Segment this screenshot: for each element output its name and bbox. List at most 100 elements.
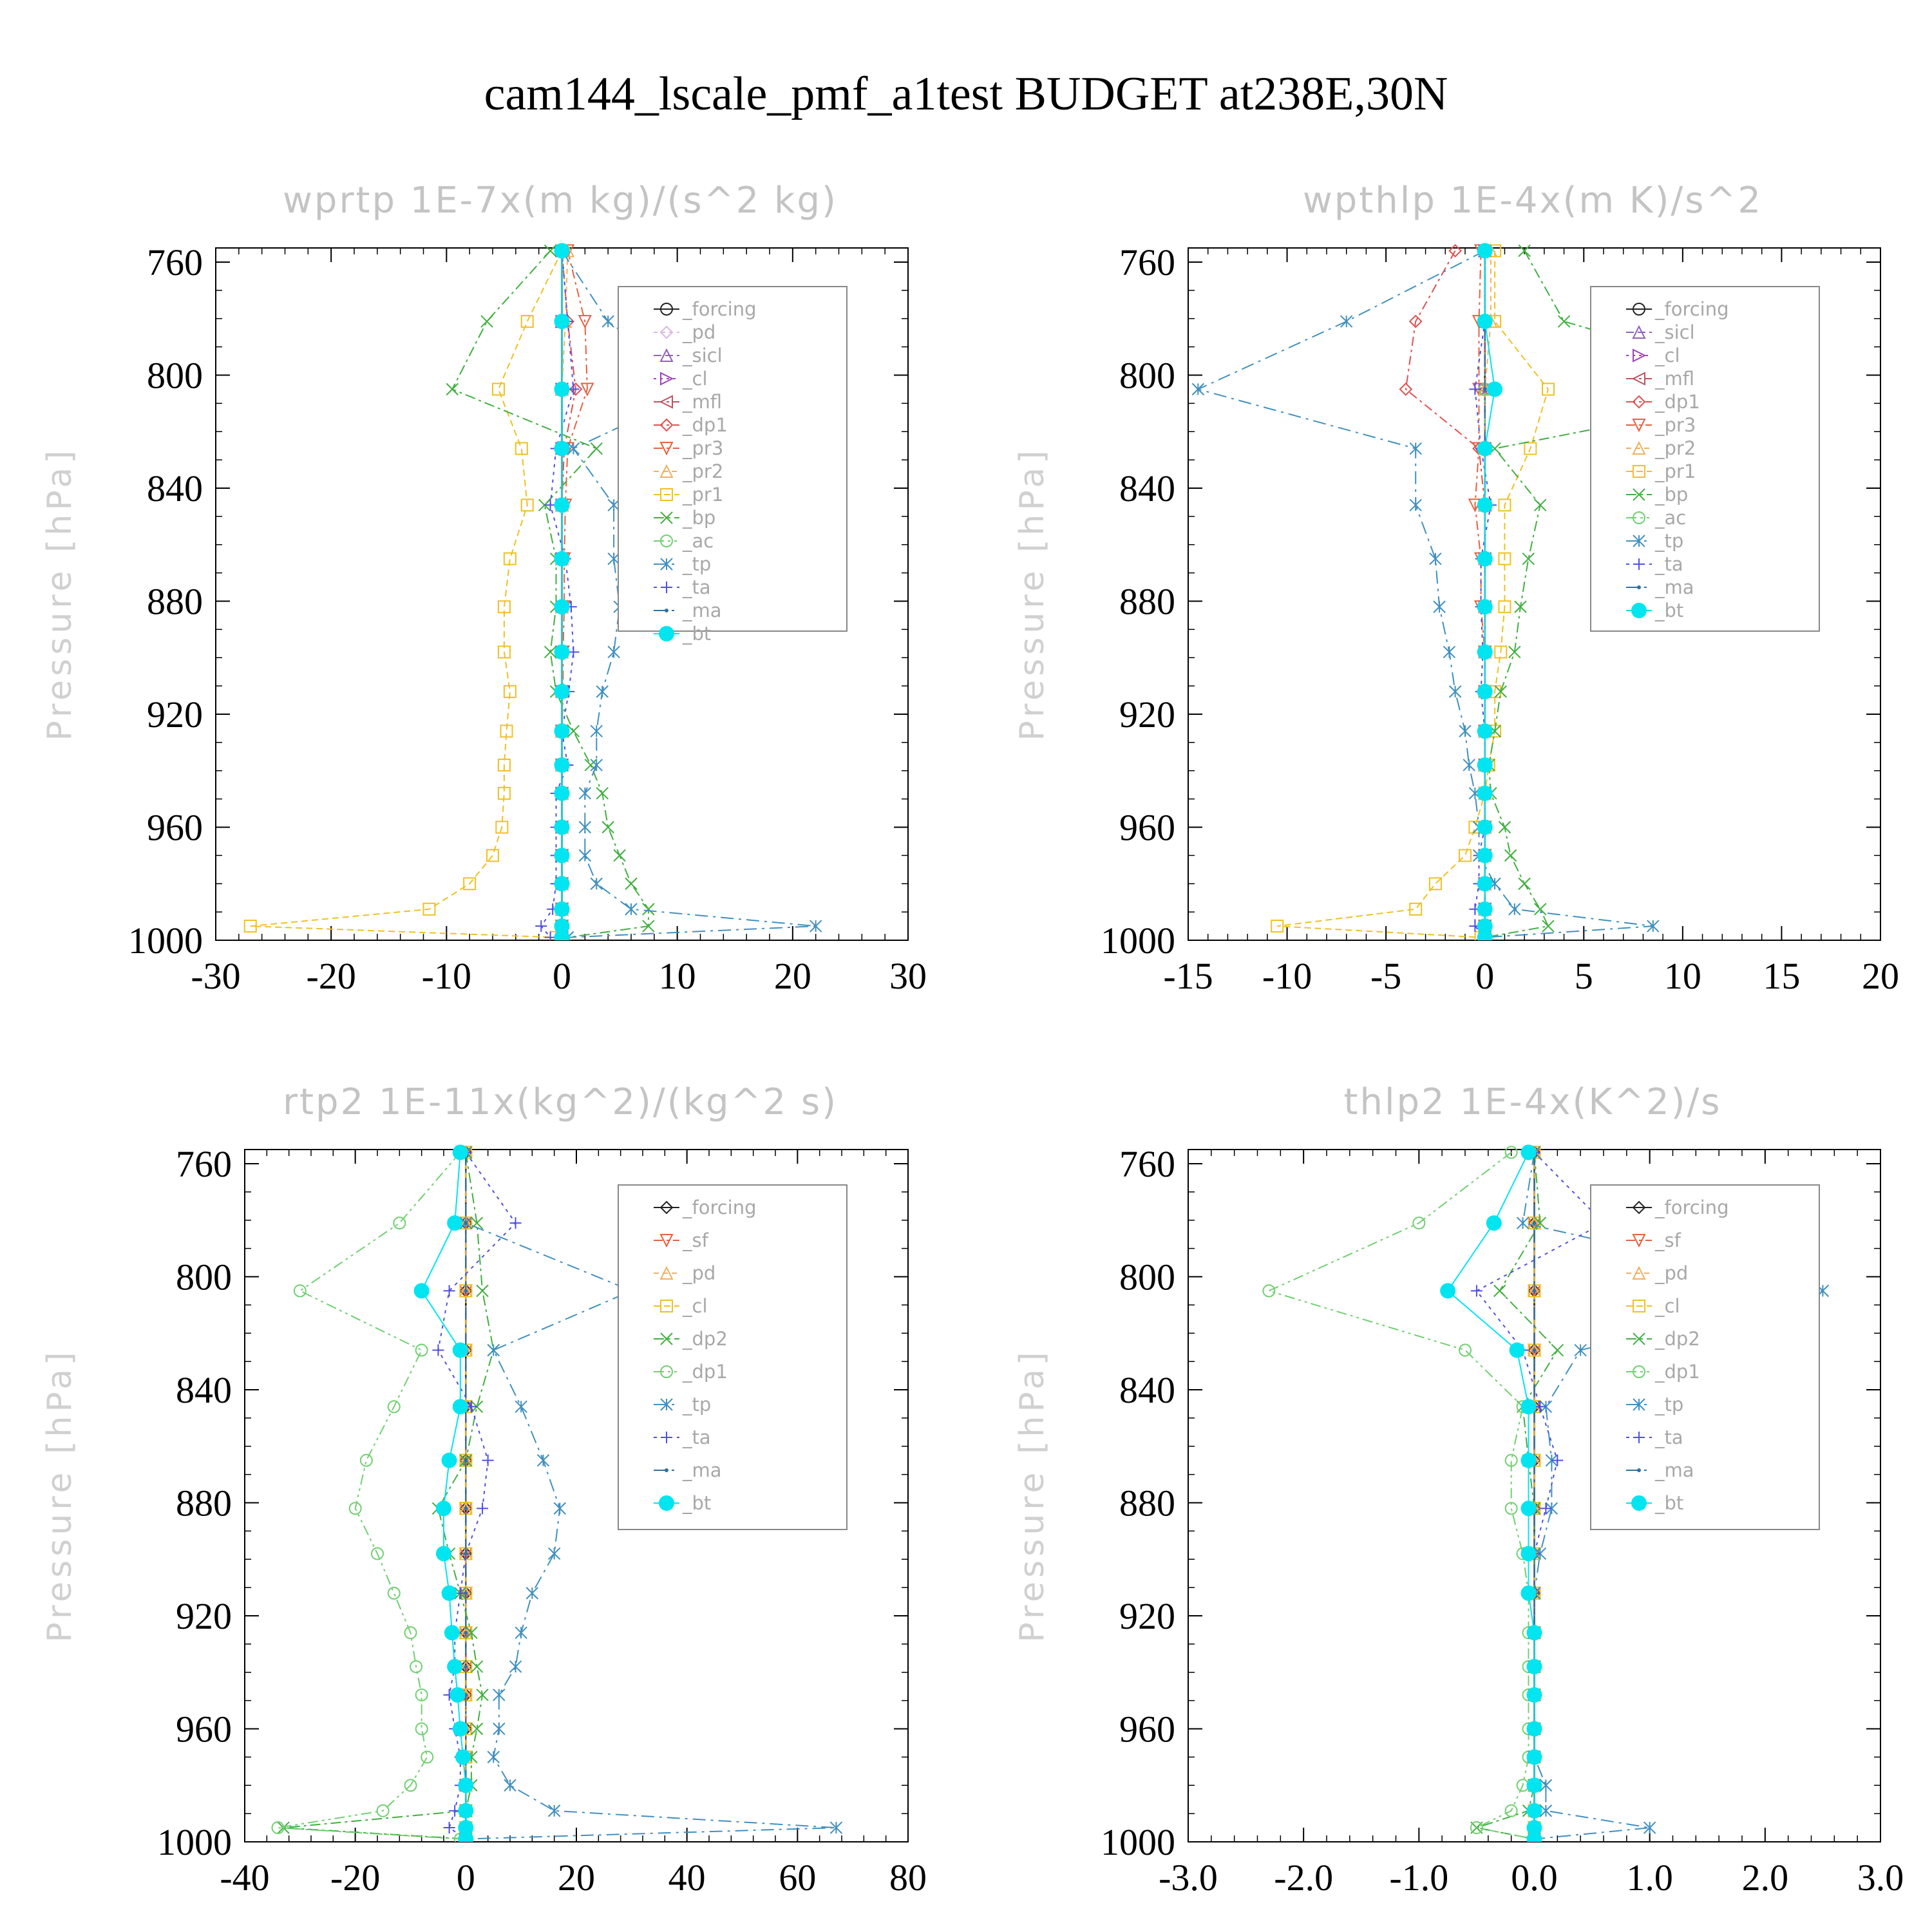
- y-tick-label: 960: [1119, 806, 1175, 848]
- series-pr1: [243, 244, 569, 940]
- data-point: [452, 1342, 468, 1358]
- plot-frame: [1188, 247, 1881, 941]
- x-tick-label: 60: [779, 1857, 816, 1899]
- legend-marker: [1633, 465, 1645, 478]
- series-line: [283, 1152, 495, 1840]
- data-point: [415, 1722, 428, 1736]
- data-point: [1487, 381, 1503, 397]
- data-point: [509, 1217, 522, 1229]
- data-point: [387, 1586, 401, 1600]
- legend-label: _ma: [1654, 576, 1694, 598]
- legend-marker: [659, 442, 674, 456]
- x-tick-label: 20: [1862, 955, 1899, 997]
- data-point: [1520, 1452, 1537, 1468]
- series-dp1: [555, 243, 583, 940]
- data-point: [1477, 683, 1493, 699]
- data-point: [554, 757, 570, 773]
- series-bt: [554, 243, 570, 940]
- data-point: [1477, 876, 1493, 892]
- data-point: [1477, 497, 1493, 513]
- data-point: [1469, 383, 1481, 395]
- legend-label: _pd: [1654, 1262, 1688, 1284]
- data-point: [554, 644, 570, 660]
- y-tick-label: 840: [1119, 1369, 1175, 1411]
- legend-label: _tp: [682, 553, 711, 575]
- legend-label: _bt: [1654, 600, 1683, 621]
- data-point: [1508, 903, 1521, 916]
- series-group: [1262, 1144, 1830, 1842]
- y-tick-label: 920: [1119, 1595, 1175, 1637]
- data-point: [554, 929, 570, 940]
- data-point: [1493, 1284, 1506, 1298]
- data-point: [1534, 498, 1547, 511]
- panel-title: wprtp 1E-7x(m kg)/(s^2 kg): [283, 180, 838, 222]
- legend-label: _pd: [682, 1262, 715, 1284]
- data-point: [554, 440, 570, 457]
- data-point: [432, 1344, 444, 1356]
- data-point: [1539, 1804, 1553, 1817]
- legend-label: _forcing: [682, 1197, 757, 1218]
- data-point: [495, 820, 509, 834]
- legend-label: _pr2: [682, 460, 723, 482]
- data-point: [452, 1399, 468, 1415]
- data-point: [1477, 819, 1493, 835]
- data-point: [452, 1721, 468, 1737]
- data-point: [497, 786, 511, 800]
- data-point: [1533, 1217, 1547, 1229]
- x-tick-label: 0: [1475, 955, 1494, 997]
- series-line: [1473, 1152, 1558, 1840]
- legend-marker: [660, 535, 673, 547]
- data-point: [443, 1822, 455, 1834]
- series-line: [1267, 1151, 1535, 1840]
- legend-label: _ma: [682, 1459, 722, 1481]
- data-point: [1522, 552, 1535, 565]
- data-point: [1459, 724, 1472, 738]
- data-point: [1459, 1343, 1472, 1357]
- data-point: [1428, 877, 1442, 891]
- data-point: [464, 1551, 468, 1556]
- data-point: [422, 902, 436, 916]
- data-point: [436, 1501, 451, 1517]
- data-point: [1477, 599, 1493, 615]
- series-line: [1475, 1151, 1605, 1839]
- chart-panel-2: wpthlp 1E-4x(m K)/s^2 Pressure [hPa] -15 -1…: [1013, 180, 1899, 997]
- legend-marker: [1633, 1300, 1645, 1312]
- data-point: [480, 315, 493, 328]
- series-dp1: [271, 1146, 467, 1842]
- data-point: [554, 723, 570, 739]
- data-point: [1477, 644, 1493, 660]
- legend-label: _bt: [682, 623, 711, 645]
- data-point: [1482, 387, 1487, 392]
- series-group: [271, 1144, 843, 1842]
- data-point: [601, 820, 614, 834]
- legend-label: _forcing: [1654, 1197, 1729, 1218]
- legend-marker: [1632, 419, 1646, 433]
- y-tick-label: 760: [1119, 242, 1175, 283]
- data-point: [1532, 1221, 1537, 1226]
- legend-label: _tp: [1654, 530, 1683, 552]
- data-point: [243, 920, 257, 933]
- y-axis-label: Pressure [hPa]: [41, 1349, 79, 1643]
- data-point: [464, 1664, 468, 1669]
- data-point: [359, 1454, 373, 1467]
- legend-marker: [659, 1200, 674, 1215]
- y-tick-label: 800: [1119, 354, 1175, 396]
- data-point: [1540, 1502, 1552, 1515]
- data-point: [1526, 1721, 1542, 1737]
- data-point: [487, 1750, 500, 1764]
- data-point: [578, 820, 592, 834]
- data-point: [625, 877, 638, 890]
- data-point: [464, 1458, 468, 1463]
- data-point: [1408, 314, 1423, 328]
- series-ta: [1469, 245, 1497, 940]
- data-point: [520, 498, 534, 512]
- data-point: [503, 552, 516, 565]
- x-tick-label: 10: [659, 955, 696, 997]
- data-point: [1514, 600, 1527, 613]
- data-point: [1504, 1146, 1518, 1159]
- legend-marker: [665, 1468, 668, 1472]
- data-point: [404, 1626, 417, 1640]
- series-line: [561, 251, 588, 938]
- data-point: [536, 1454, 550, 1467]
- legend-marker: [660, 1300, 673, 1312]
